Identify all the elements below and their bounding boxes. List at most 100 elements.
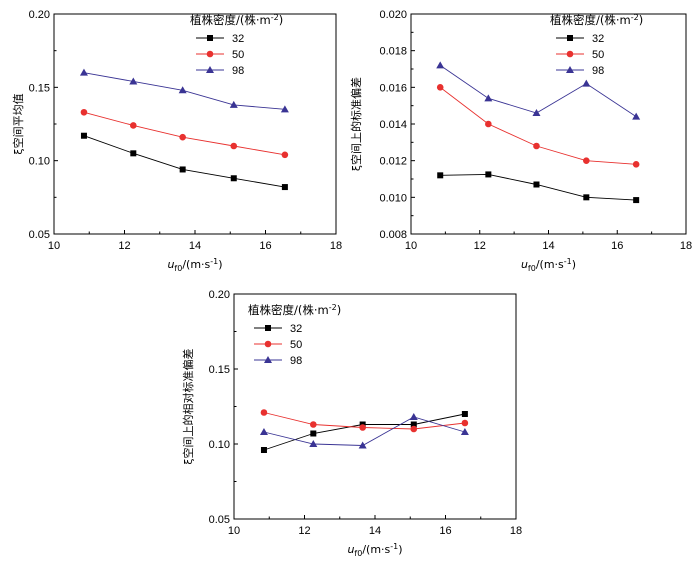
legend-marker-50 [566,50,574,58]
y-tick-label: 0.014 [379,119,407,131]
y-axis-label: ξ空间上的标准偏差 [349,77,363,171]
x-tick-label: 14 [542,240,554,252]
data-point-32 [80,132,87,139]
legend-marker-98 [566,66,574,73]
legend-label-50: 50 [290,339,302,351]
x-axis-label-main: u [347,543,354,556]
legend-title-text: 植株密度/(株·m [190,13,271,27]
legend: 植株密度/(株·m-2) 32 50 98 [550,13,643,77]
legend-title-close: ) [279,13,284,27]
y-axis-label: ξ空间平均值 [11,93,25,154]
data-point-32 [583,194,590,201]
legend-title-sup: -2 [329,303,337,312]
x-tick-label: 18 [680,240,692,252]
legend-label-50: 50 [232,49,244,61]
data-point-50 [359,424,366,431]
x-tick-label: 18 [510,525,522,537]
data-point-50 [80,108,88,116]
data-point-32 [533,181,540,188]
x-axis-label-rest: /(m·s [182,258,210,271]
x-axis-label-rest: /(m·s [536,258,564,271]
x-axis-label-sup: -1 [564,257,572,266]
data-point-32 [437,172,444,179]
data-point-98 [79,68,88,76]
data-point-98 [358,441,367,449]
y-tick-label: 0.20 [209,289,230,301]
x-tick-label: 12 [298,525,310,537]
data-point-98 [582,79,591,87]
y-tick-label: 0.05 [29,229,50,241]
legend-marker-50 [206,50,214,58]
y-tick-label: 0.012 [379,156,407,168]
data-point-32 [310,430,317,437]
chart-panel-2: 0.008 0.010 0.012 0.014 0.016 0.018 0.020 10 12 1… [349,9,692,273]
data-point-32 [410,421,417,428]
y-tick-label: 0.20 [29,9,50,21]
data-point-32 [633,197,640,204]
data-point-50 [130,122,137,129]
x-tick-label: 12 [118,240,130,252]
legend-marker-32 [207,35,213,41]
data-point-98 [409,413,418,420]
x-tick-label: 14 [189,240,201,252]
series-line-50 [439,86,637,165]
legend-label-98: 98 [232,65,244,77]
data-point-98 [436,61,445,69]
series-line-98 [263,416,466,446]
y-tick-label: 0.10 [29,156,50,168]
data-point-50 [179,133,186,141]
data-point-98 [460,428,469,435]
data-point-50 [583,157,590,164]
legend-label-32: 32 [290,323,302,335]
legend-marker-32 [265,325,271,331]
y-tick-label: 0.15 [29,82,50,94]
x-axis-label-sup: -1 [210,257,218,266]
legend-title-close: ) [337,303,342,317]
data-point-50 [310,421,317,428]
legend-title-text: 植株密度/(株·m [550,13,631,27]
series-line-98 [439,64,637,118]
x-tick-label: 10 [48,240,60,252]
data-point-98 [484,94,493,102]
y-tick-label: 0.05 [209,514,230,526]
plot-frame [410,13,687,235]
x-axis-label: uf0/(m·s-1) [347,542,402,558]
plot-frame [53,13,337,235]
data-point-98 [229,100,238,108]
x-axis-label-sup: -1 [390,542,398,551]
legend-marker-32 [567,35,573,41]
chart-panel-3: 0.05 0.10 0.15 0.20 10 12 14 16 18 uf0/(m·s-1) ξ空间… [181,289,522,558]
x-axis-label-main: u [167,258,174,271]
x-axis-label-close: ) [398,543,402,556]
y-tick-label: 0.15 [209,364,230,376]
series-98 [259,413,469,449]
x-tick-label: 14 [369,525,381,537]
data-point-32 [461,411,468,417]
x-tick-label: 18 [330,240,342,252]
data-point-98 [532,109,541,116]
y-tick-label: 0.018 [379,46,407,58]
legend-title: 植株密度/(株·m-2) [248,303,341,317]
legend-title-text: 植株密度/(株·m [248,303,329,317]
chart-panel-1: 0.05 0.10 0.15 0.20 10 12 14 16 18 uf0/(m·s-1) ξ空间… [11,9,342,273]
legend-title-close: ) [639,13,644,27]
x-tick-label: 12 [474,240,486,252]
legend: 植株密度/(株·m-2) 32 50 98 [248,303,341,367]
x-tick-label: 16 [439,525,451,537]
x-tick-label: 16 [611,240,623,252]
y-tick-label: 0.016 [379,82,407,94]
legend-label-98: 98 [290,355,302,367]
series-32 [437,171,640,204]
data-point-50 [436,84,444,91]
x-axis-label-sub: f0 [528,264,536,273]
data-point-98 [129,77,138,85]
data-point-98 [632,112,641,120]
y-tick-label: 0.10 [209,439,230,451]
series-50 [80,108,289,159]
x-axis-label-sub: f0 [174,264,182,273]
legend: 植株密度/(株·m-2) 32 50 98 [190,13,283,77]
series-98 [79,68,289,113]
legend-label-32: 32 [232,33,244,45]
x-axis-label: uf0/(m·s-1) [521,257,576,273]
